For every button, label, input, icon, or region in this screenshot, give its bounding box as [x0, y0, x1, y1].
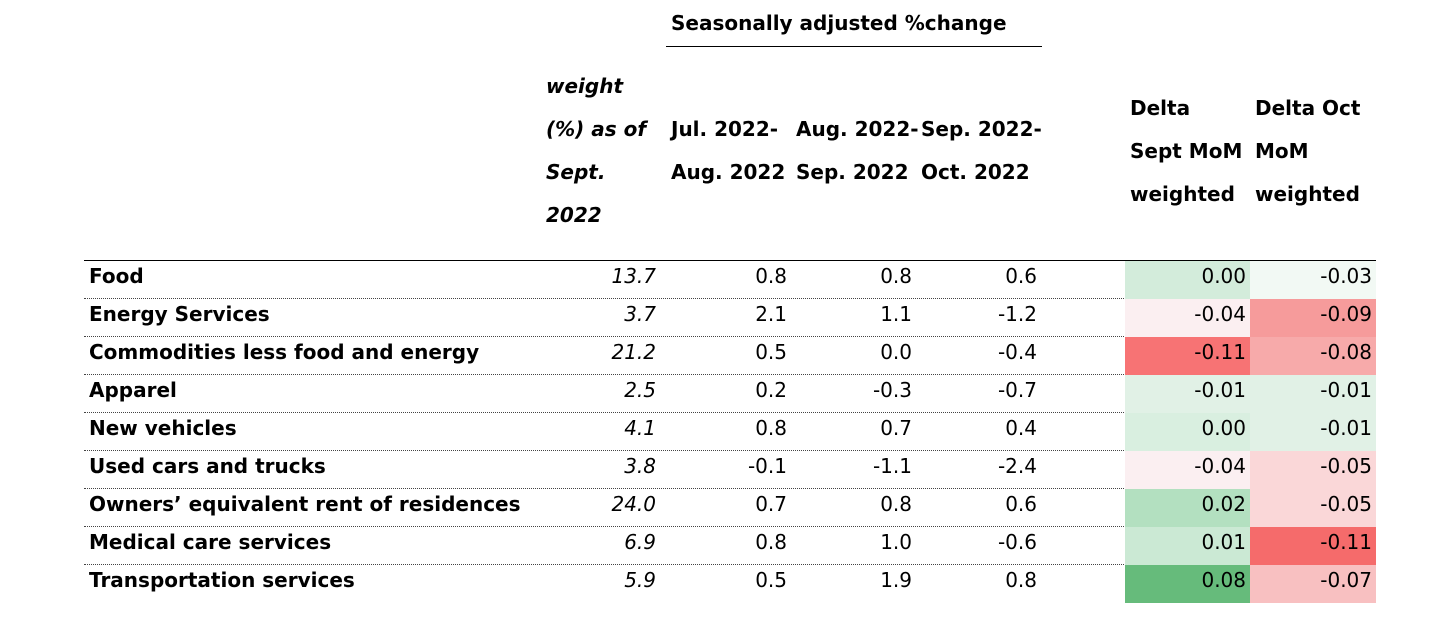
jul-aug-cell: 0.5	[755, 340, 787, 364]
aug-sep-cell: -0.3	[872, 378, 912, 402]
jul-aug-cell: 0.2	[755, 378, 787, 402]
header-weight-line-2: (%) as of	[546, 117, 647, 141]
weight-cell: 4.1	[624, 416, 656, 440]
row-label: Transportation services	[89, 568, 355, 592]
header-delta-oct-line-3: weighted	[1255, 182, 1360, 206]
super-header-underline	[666, 46, 1042, 47]
weight-cell: 21.2	[611, 340, 656, 364]
header-weight-line-4: 2022	[546, 203, 602, 227]
header-jul-aug-line-1: Jul. 2022-	[671, 117, 779, 141]
aug-sep-cell: 1.9	[880, 568, 912, 592]
header-aug-sep: Aug. 2022- Sep. 2022	[796, 108, 919, 194]
table-row: Apparel 2.5 0.2 -0.3 -0.7 -0.01 -0.01	[84, 375, 1376, 413]
delta-oct-cell: -0.01	[1250, 413, 1376, 451]
row-label: Medical care services	[89, 530, 332, 554]
row-label: Commodities less food and energy	[89, 340, 480, 364]
delta-oct-cell: -0.03	[1250, 261, 1376, 299]
table-row: New vehicles 4.1 0.8 0.7 0.4 0.00 -0.01	[84, 413, 1376, 451]
weight-cell: 6.9	[624, 530, 656, 554]
sep-oct-cell: 0.6	[1005, 492, 1037, 516]
jul-aug-cell: 0.8	[755, 530, 787, 554]
row-label: Food	[89, 264, 144, 288]
table-row: Owners’ equivalent rent of residences 24.…	[84, 489, 1376, 527]
header-delta-oct-line-2: MoM	[1255, 139, 1309, 163]
aug-sep-cell: 0.0	[880, 340, 912, 364]
delta-sept-cell: 0.00	[1125, 261, 1250, 299]
table-row: Commodities less food and energy 21.2 0.5 0…	[84, 337, 1376, 375]
sep-oct-cell: 0.8	[1005, 568, 1037, 592]
header-jul-aug-line-2: Aug. 2022	[671, 160, 786, 184]
delta-oct-cell: -0.01	[1250, 375, 1376, 413]
jul-aug-cell: -0.1	[747, 454, 787, 478]
header-delta-sept: Delta Sept MoM weighted	[1130, 87, 1242, 216]
delta-oct-cell: -0.07	[1250, 565, 1376, 603]
aug-sep-cell: 0.8	[880, 492, 912, 516]
header-delta-sept-line-2: Sept MoM	[1130, 139, 1243, 163]
delta-oct-cell: -0.05	[1250, 489, 1376, 527]
header-jul-aug: Jul. 2022- Aug. 2022	[671, 108, 785, 194]
header-aug-sep-line-1: Aug. 2022-	[796, 117, 919, 141]
aug-sep-cell: 1.0	[880, 530, 912, 554]
delta-sept-cell: 0.08	[1125, 565, 1250, 603]
sep-oct-cell: -0.4	[997, 340, 1037, 364]
aug-sep-cell: 1.1	[880, 302, 912, 326]
header-delta-sept-line-3: weighted	[1130, 182, 1235, 206]
header-sep-oct: Sep. 2022- Oct. 2022	[921, 108, 1042, 194]
aug-sep-cell: -1.1	[872, 454, 912, 478]
aug-sep-cell: 0.7	[880, 416, 912, 440]
jul-aug-cell: 0.8	[755, 264, 787, 288]
jul-aug-cell: 0.8	[755, 416, 787, 440]
weight-cell: 3.8	[624, 454, 656, 478]
header-delta-oct-line-1: Delta Oct	[1255, 96, 1361, 120]
jul-aug-cell: 0.5	[755, 568, 787, 592]
sep-oct-cell: -0.7	[997, 378, 1037, 402]
sep-oct-cell: -0.6	[997, 530, 1037, 554]
table-top-rule	[84, 260, 1376, 261]
weight-cell: 2.5	[624, 378, 656, 402]
sep-oct-cell: 0.6	[1005, 264, 1037, 288]
delta-sept-cell: 0.01	[1125, 527, 1250, 565]
weight-cell: 24.0	[611, 492, 656, 516]
weight-cell: 5.9	[624, 568, 656, 592]
delta-sept-cell: -0.11	[1125, 337, 1250, 375]
aug-sep-cell: 0.8	[880, 264, 912, 288]
row-label: Owners’ equivalent rent of residences	[89, 492, 521, 516]
table-row: Energy Services 3.7 2.1 1.1 -1.2 -0.04 -0.09	[84, 299, 1376, 337]
header-sep-oct-line-1: Sep. 2022-	[921, 117, 1042, 141]
jul-aug-cell: 2.1	[755, 302, 787, 326]
jul-aug-cell: 0.7	[755, 492, 787, 516]
super-header: Seasonally adjusted %change	[671, 11, 1007, 35]
row-label: Apparel	[89, 378, 177, 402]
header-sep-oct-line-2: Oct. 2022	[921, 160, 1030, 184]
sep-oct-cell: -1.2	[997, 302, 1037, 326]
header-delta-sept-line-1: Delta	[1130, 96, 1191, 120]
delta-sept-cell: -0.04	[1125, 451, 1250, 489]
header-aug-sep-line-2: Sep. 2022	[796, 160, 909, 184]
weight-cell: 13.7	[611, 264, 656, 288]
header-weight-line-3: Sept.	[546, 160, 606, 184]
table-row: Food 13.7 0.8 0.8 0.6 0.00 -0.03	[84, 261, 1376, 299]
delta-oct-cell: -0.11	[1250, 527, 1376, 565]
delta-oct-cell: -0.09	[1250, 299, 1376, 337]
row-label: New vehicles	[89, 416, 237, 440]
table-row: Used cars and trucks 3.8 -0.1 -1.1 -2.4 -0.04…	[84, 451, 1376, 489]
delta-sept-cell: -0.04	[1125, 299, 1250, 337]
row-label: Used cars and trucks	[89, 454, 326, 478]
delta-sept-cell: 0.02	[1125, 489, 1250, 527]
weight-cell: 3.7	[624, 302, 656, 326]
delta-sept-cell: 0.00	[1125, 413, 1250, 451]
sep-oct-cell: 0.4	[1005, 416, 1037, 440]
delta-oct-cell: -0.05	[1250, 451, 1376, 489]
header-weight-line-1: weight	[546, 74, 624, 98]
delta-oct-cell: -0.08	[1250, 337, 1376, 375]
sep-oct-cell: -2.4	[997, 454, 1037, 478]
table-row: Transportation services 5.9 0.5 1.9 0.8 0.08-…	[84, 565, 1376, 603]
table-row: Medical care services 6.9 0.8 1.0 -0.6 0.01 -0…	[84, 527, 1376, 565]
header-weight: weight (%) as of Sept. 2022	[546, 65, 646, 237]
delta-sept-cell: -0.01	[1125, 375, 1250, 413]
header-delta-oct: Delta Oct MoM weighted	[1255, 87, 1360, 216]
row-label: Energy Services	[89, 302, 270, 326]
